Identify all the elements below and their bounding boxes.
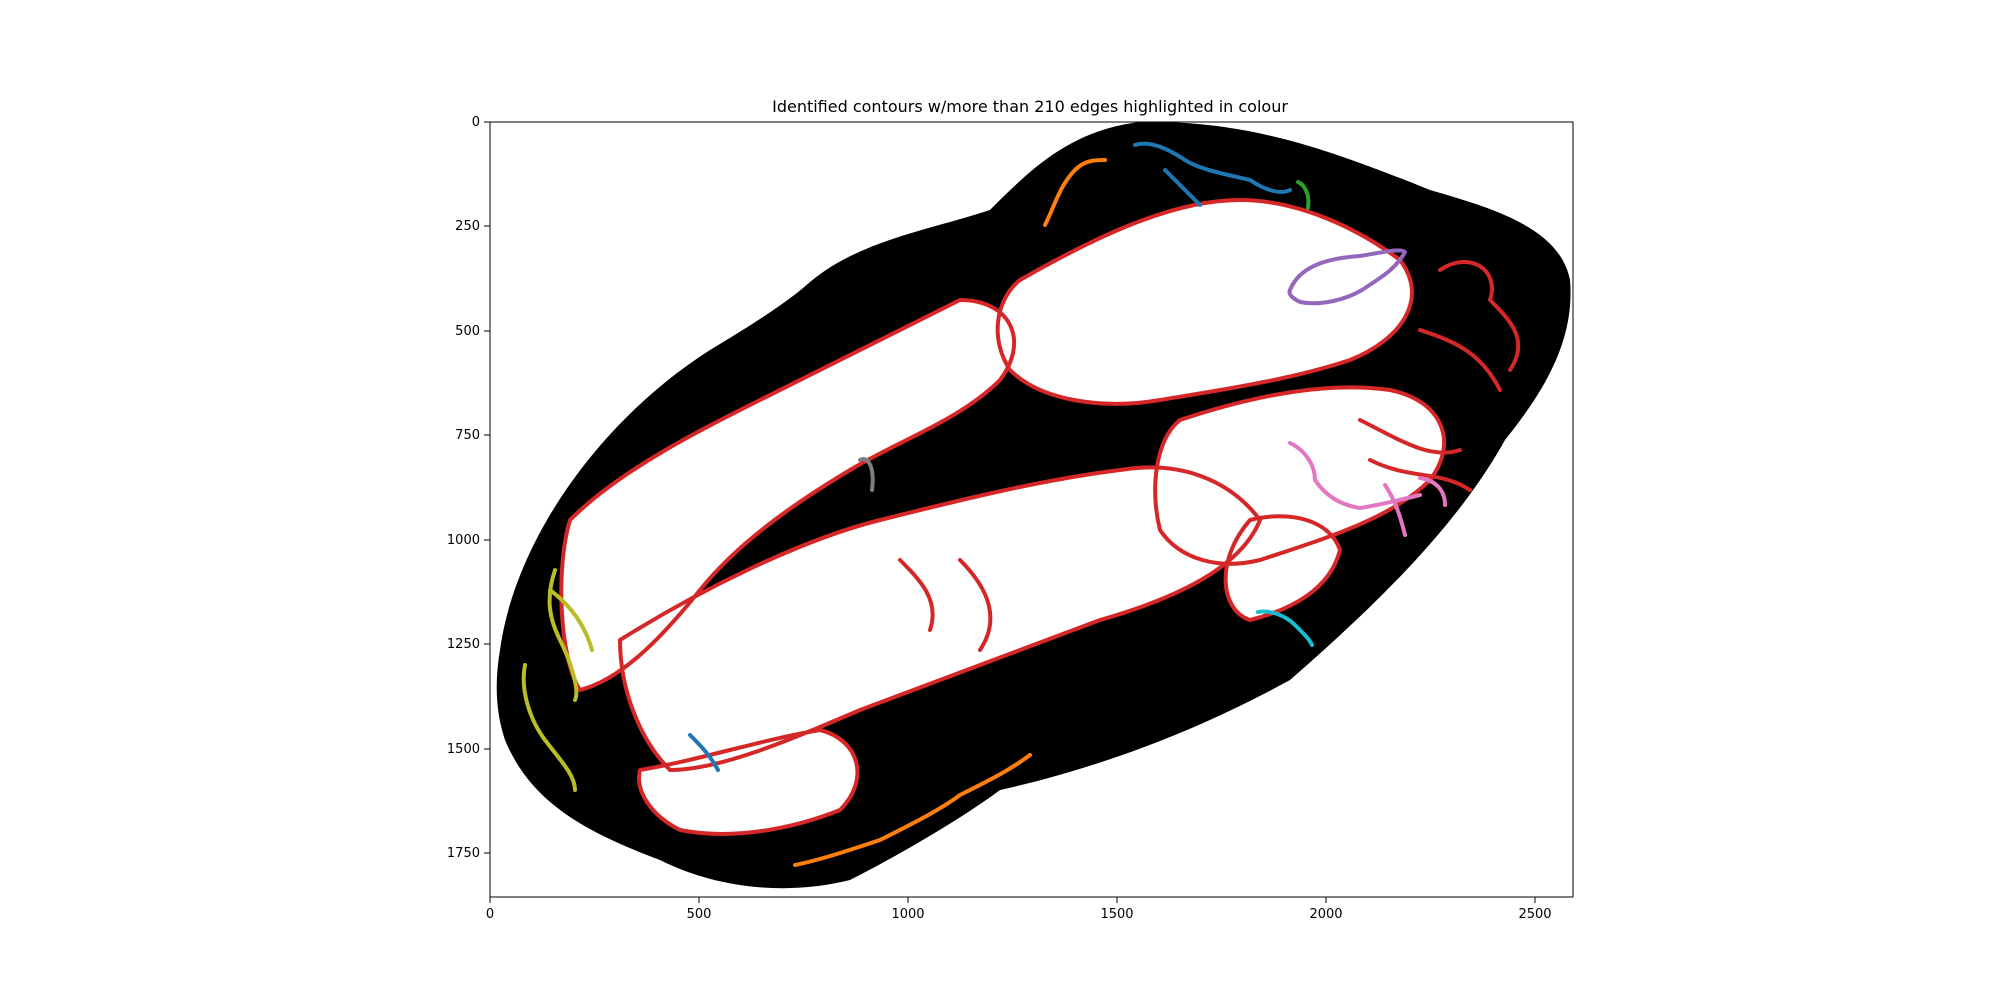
y-tick-label: 500 [455,324,480,339]
contour-cyan [1256,609,1314,647]
x-tick-label: 1500 [1100,907,1133,922]
contour-blue-bottom [688,733,720,772]
y-tick-label: 0 [472,115,480,130]
interior-regions [561,200,1445,834]
contour-orange-top [1043,158,1107,227]
x-axis: 0 500 1000 1500 2000 2500 [486,897,1552,922]
x-tick-label: 1000 [891,907,924,922]
y-tick-label: 750 [455,428,480,443]
x-tick-label: 2500 [1518,907,1551,922]
y-tick-label: 250 [455,219,480,234]
contour-gray [858,456,875,492]
contour-pink [1288,441,1447,537]
y-tick-label: 1750 [447,846,480,861]
contour-olive [521,568,594,792]
highlighted-contours [521,141,1447,867]
x-tick-label: 2000 [1309,907,1342,922]
chart-title: Identified contours w/more than 210 edge… [772,97,1288,116]
contour-blue-top [1133,141,1292,207]
x-tick-label: 0 [486,907,494,922]
y-tick-label: 1000 [447,533,480,548]
y-tick-label: 1250 [447,637,480,652]
contour-green-top [1296,180,1311,210]
y-tick-label: 1500 [447,742,480,757]
contour-orange-bottom [793,753,1032,867]
plot-area [496,122,1571,889]
axes-frame [489,121,1574,898]
default-contours [559,198,1521,836]
x-tick-label: 500 [687,907,712,922]
y-axis: 0 250 500 750 1000 1250 1500 1750 [447,115,490,861]
contour-purple [1287,248,1407,306]
